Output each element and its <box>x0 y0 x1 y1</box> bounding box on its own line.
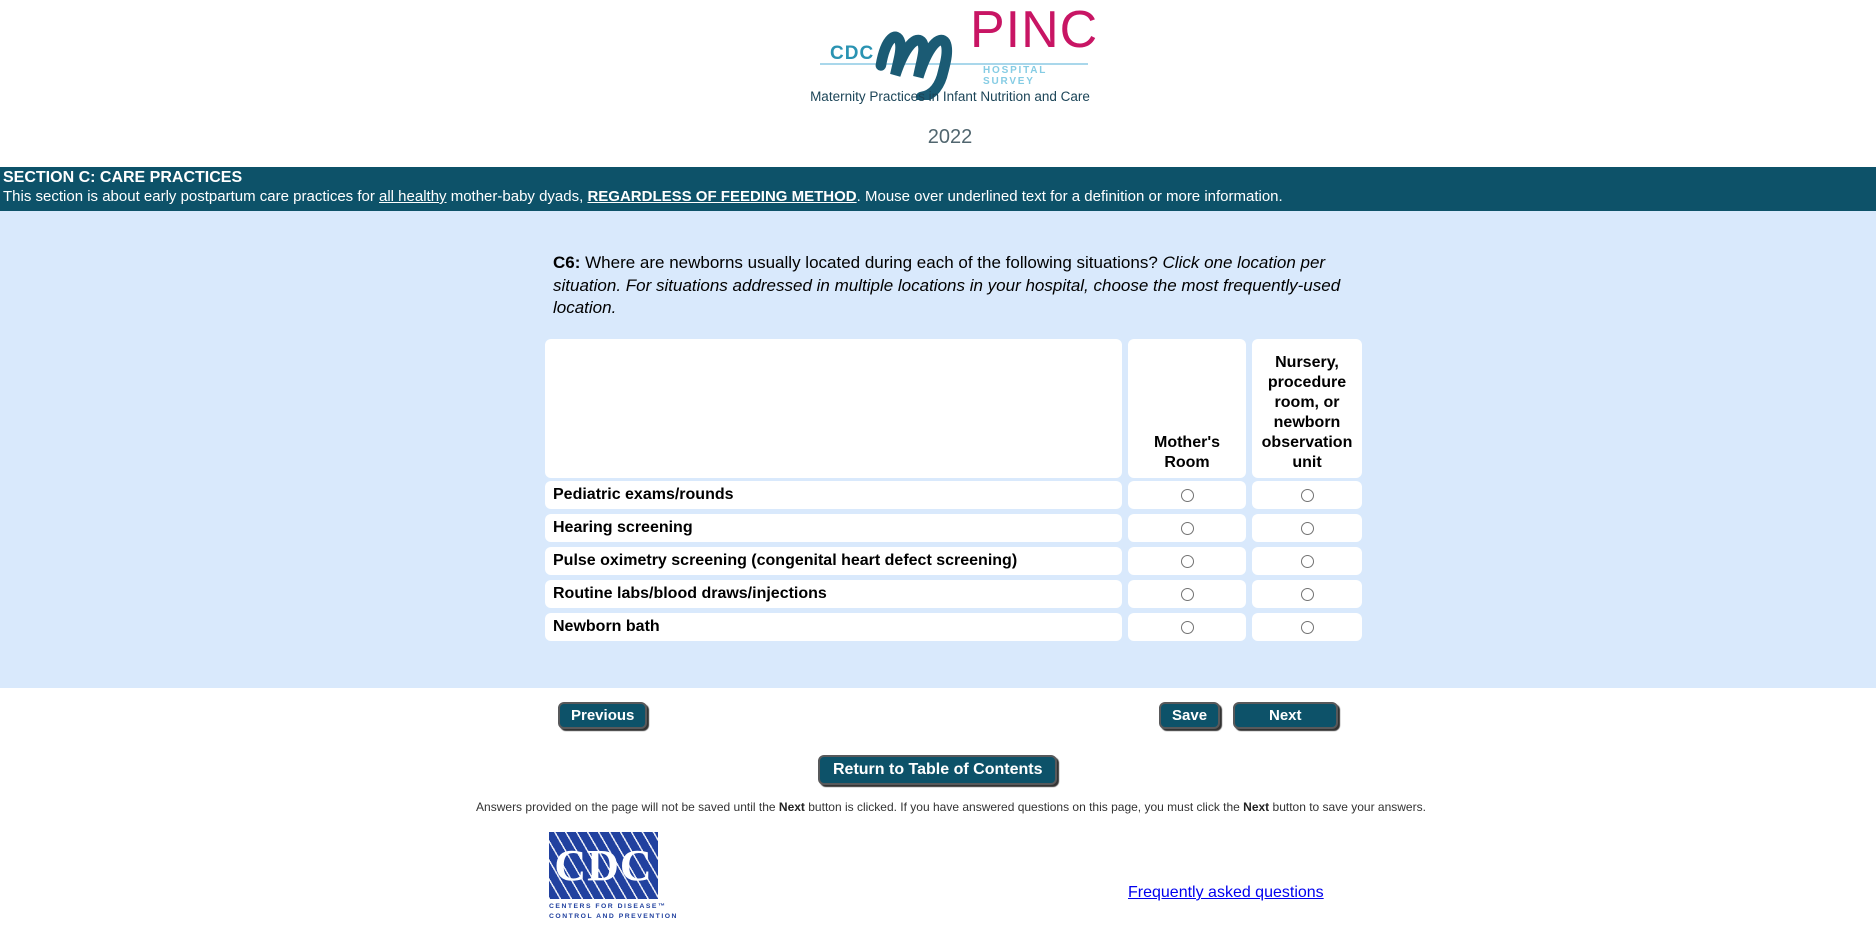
survey-year: 2022 <box>927 126 973 148</box>
disclaimer-next-bold2: Next <box>1243 800 1270 814</box>
radio-pediatric-exams-mothers-room[interactable] <box>1180 488 1194 502</box>
c6-response-table: Mother's Room Nursery, procedure room, o… <box>545 339 1362 641</box>
row-label-hearing-screening: Hearing screening <box>545 514 1122 542</box>
radio-cell <box>1128 613 1246 641</box>
section-desc-part1: This section is about early postpartum c… <box>3 188 379 205</box>
table-row: Pediatric exams/rounds <box>545 481 1362 509</box>
radio-cell <box>1128 547 1246 575</box>
disclaimer-part1: Answers provided on the page will not be… <box>476 800 779 814</box>
logo-underline <box>820 63 1088 65</box>
radio-pulse-oximetry-mothers-room[interactable] <box>1180 554 1194 568</box>
cdc-caption-line1: CENTERS FOR DISEASE™ <box>549 903 667 910</box>
cdc-caption-line2: CONTROL AND PREVENTION <box>549 913 678 920</box>
mpinc-logo: CDC PINC HOSPITAL SURVEY <box>810 1 1100 100</box>
radio-routine-labs-mothers-room[interactable] <box>1180 587 1194 601</box>
disclaimer-part3: button to save your answers. <box>1269 800 1426 814</box>
radio-cell <box>1128 514 1246 542</box>
question-instruction: Click one location per situation. For si… <box>553 253 1341 317</box>
radio-cell <box>1252 481 1362 509</box>
table-row: Newborn bath <box>545 613 1362 641</box>
disclaimer-next-bold1: Next <box>778 800 805 814</box>
cdc-logo-letters: CDC <box>554 841 653 890</box>
section-desc-part3: . Mouse over underlined text for a defin… <box>856 188 1283 205</box>
next-button[interactable]: Next <box>1233 702 1338 729</box>
disclaimer-part2: button is clicked. If you have answered … <box>804 800 1244 814</box>
section-title: SECTION C: CARE PRACTICES <box>3 169 243 186</box>
column-header-nursery: Nursery, procedure room, or newborn obse… <box>1252 339 1362 478</box>
section-desc-part2: mother-baby dyads, <box>446 188 588 205</box>
save-button[interactable]: Save <box>1159 702 1221 729</box>
radio-hearing-screening-mothers-room[interactable] <box>1180 521 1194 535</box>
radio-cell <box>1128 580 1246 608</box>
table-row: Routine labs/blood draws/injections <box>545 580 1362 608</box>
term-all-healthy[interactable]: all healthy <box>379 188 447 205</box>
cdc-logo-icon: CDC <box>549 832 658 899</box>
logo-cdc-text: CDC <box>830 43 875 64</box>
table-row: Hearing screening <box>545 514 1362 542</box>
column-header-mothers-room: Mother's Room <box>1128 339 1246 478</box>
section-banner: SECTION C: CARE PRACTICES This section i… <box>0 167 1876 211</box>
row-label-newborn-bath: Newborn bath <box>545 613 1122 641</box>
row-label-pulse-oximetry: Pulse oximetry screening (congenital hea… <box>545 547 1122 575</box>
logo-hospital-survey-text: HOSPITAL SURVEY <box>983 65 1048 87</box>
cdc-logo: CDC CENTERS FOR DISEASE™ CONTROL AND PRE… <box>549 832 678 921</box>
logo-pinc-text: PINC <box>970 1 1099 59</box>
table-header-empty-cell <box>545 339 1122 478</box>
mpinc-script-m-icon <box>875 31 953 100</box>
radio-routine-labs-nursery[interactable] <box>1300 587 1314 601</box>
return-to-toc-button[interactable]: Return to Table of Contents <box>818 755 1058 785</box>
question-text: Where are newborns usually located durin… <box>580 253 1163 272</box>
row-label-pediatric-exams: Pediatric exams/rounds <box>545 481 1122 509</box>
radio-pediatric-exams-nursery[interactable] <box>1300 488 1314 502</box>
question-number: C6: <box>553 253 581 272</box>
previous-button[interactable]: Previous <box>558 702 648 729</box>
radio-newborn-bath-mothers-room[interactable] <box>1180 620 1194 634</box>
radio-cell <box>1252 547 1362 575</box>
radio-cell <box>1252 514 1362 542</box>
table-header-row: Mother's Room Nursery, procedure room, o… <box>545 339 1362 478</box>
save-disclaimer: Answers provided on the page will not be… <box>470 800 1432 814</box>
table-row: Pulse oximetry screening (congenital hea… <box>545 547 1362 575</box>
term-regardless-of-feeding-method[interactable]: REGARDLESS OF FEEDING METHOD <box>587 188 857 205</box>
radio-cell <box>1128 481 1246 509</box>
radio-hearing-screening-nursery[interactable] <box>1300 521 1314 535</box>
survey-tagline: Maternity Practices in Infant Nutrition … <box>810 89 1090 104</box>
radio-cell <box>1252 580 1362 608</box>
radio-cell <box>1252 613 1362 641</box>
radio-pulse-oximetry-nursery[interactable] <box>1300 554 1314 568</box>
row-label-routine-labs: Routine labs/blood draws/injections <box>545 580 1122 608</box>
faq-link[interactable]: Frequently asked questions <box>1128 884 1324 901</box>
question-c6: C6: Where are newborns usually located d… <box>553 252 1363 320</box>
section-description: This section is about early postpartum c… <box>3 188 1870 205</box>
radio-newborn-bath-nursery[interactable] <box>1300 620 1314 634</box>
